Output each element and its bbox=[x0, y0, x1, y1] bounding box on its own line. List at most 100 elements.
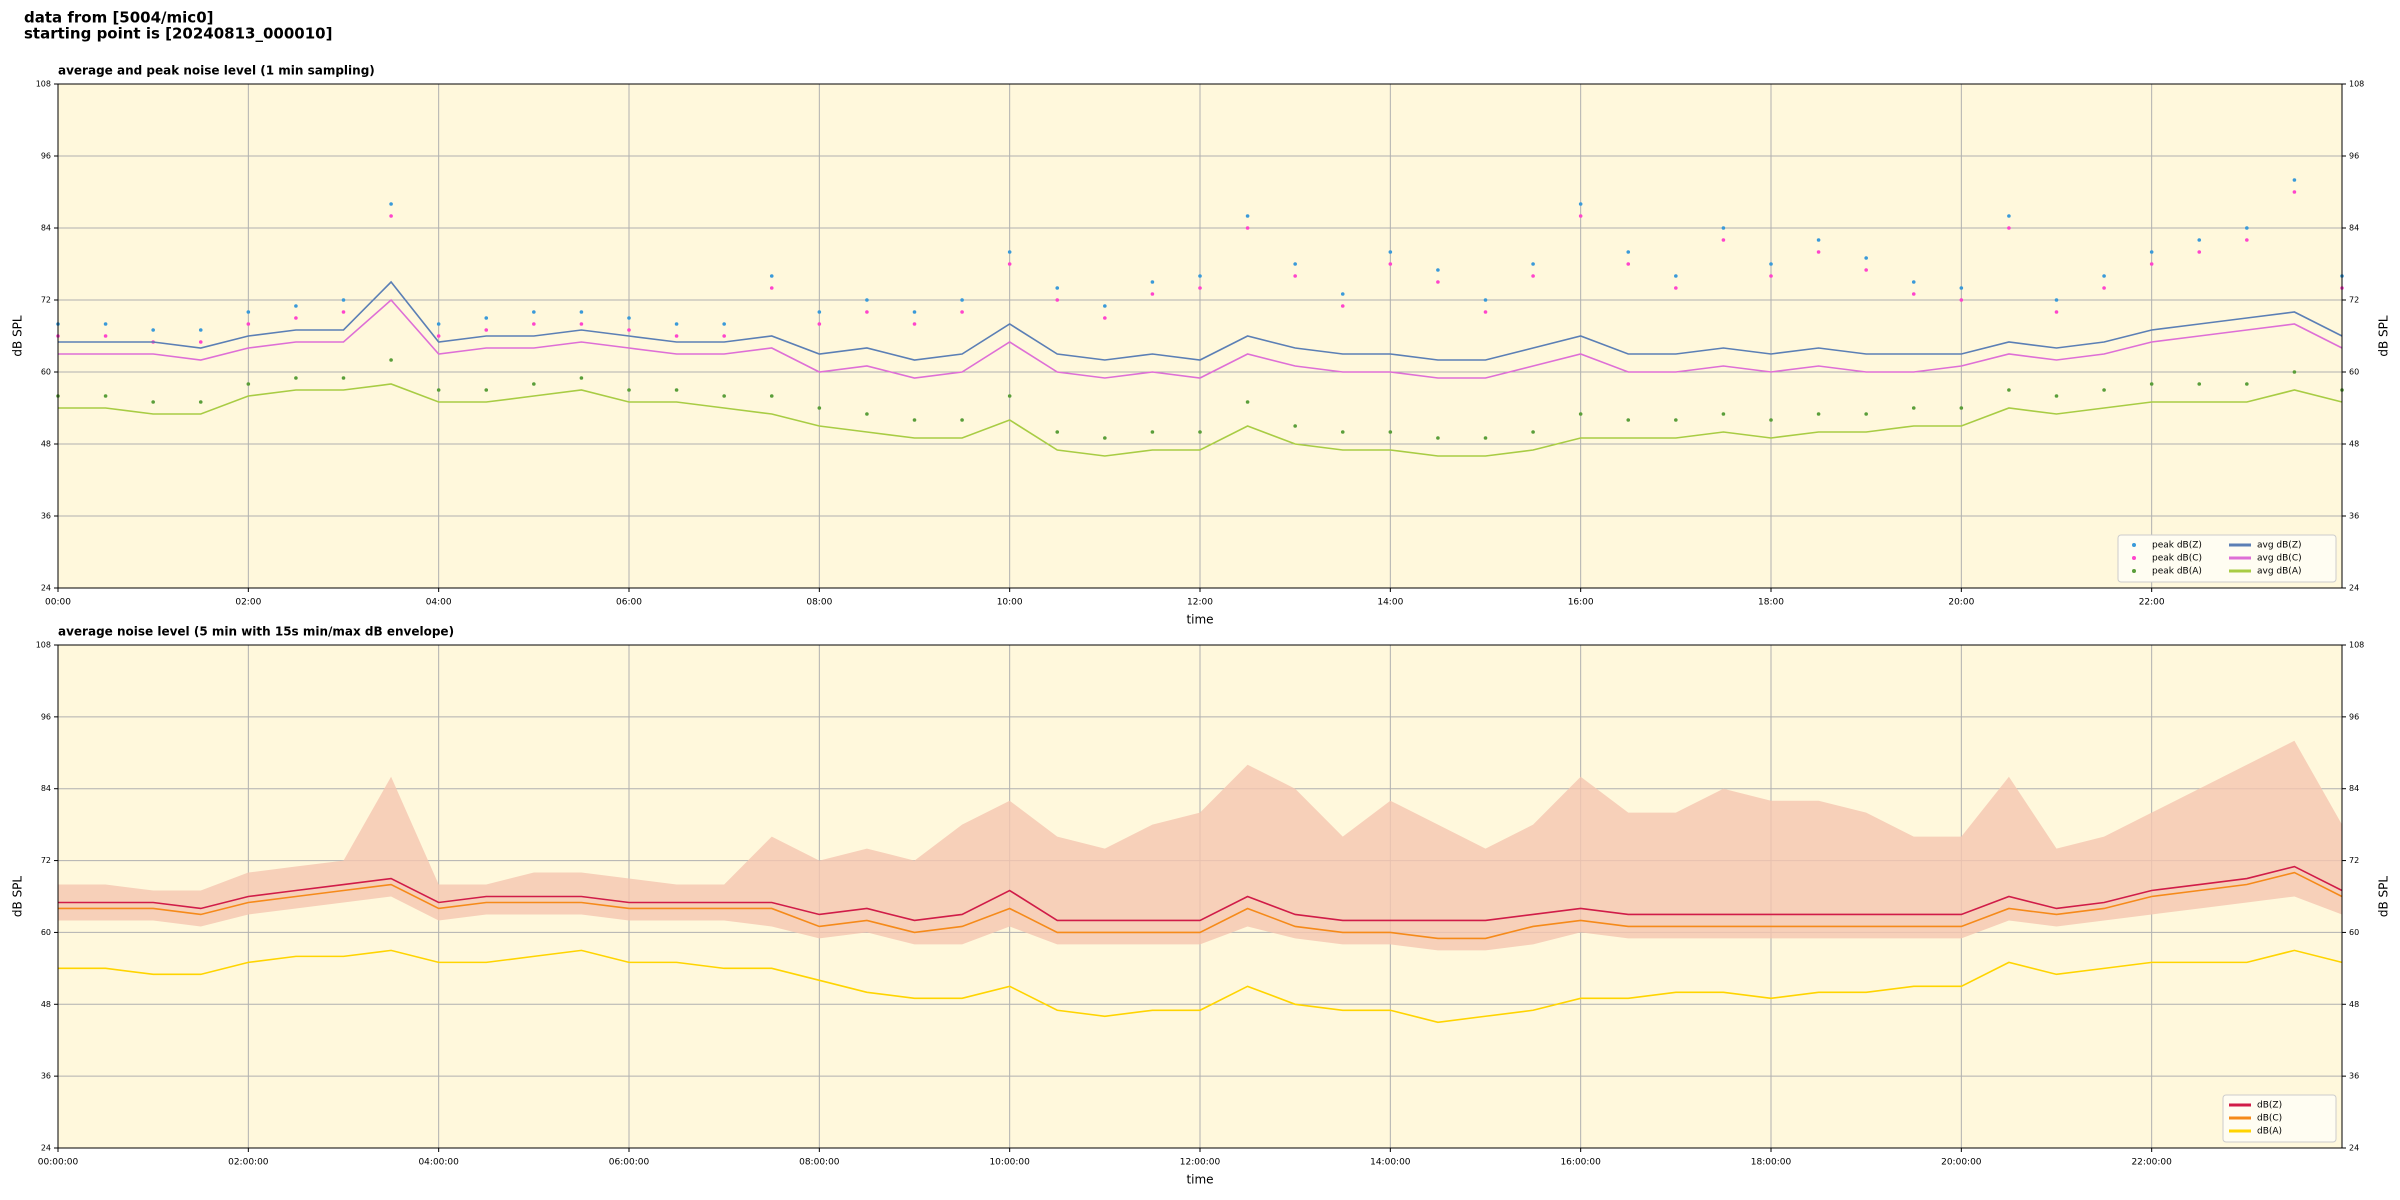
peak-marker bbox=[579, 310, 584, 314]
peak-marker bbox=[769, 274, 774, 278]
legend-label: dB(Z) bbox=[2257, 1101, 2282, 1111]
peak-marker bbox=[769, 286, 774, 290]
peak-marker bbox=[2197, 382, 2202, 386]
envelope bbox=[58, 740, 2342, 951]
peak-marker bbox=[103, 394, 108, 398]
peak-marker bbox=[1055, 286, 1060, 290]
y-tick-label: 84 bbox=[2349, 224, 2359, 233]
x-tick-label: 20:00:00 bbox=[1941, 1158, 1982, 1168]
y-tick-label: 36 bbox=[41, 512, 51, 521]
peak-marker bbox=[1911, 292, 1916, 296]
y-tick-label: 48 bbox=[2349, 440, 2359, 449]
y-tick-label: 48 bbox=[41, 440, 51, 449]
peak-marker bbox=[103, 322, 108, 326]
peak-marker bbox=[1055, 430, 1060, 434]
peak-marker bbox=[1150, 430, 1155, 434]
y-tick-label: 36 bbox=[41, 1072, 51, 1081]
peak-marker bbox=[674, 322, 679, 326]
series-line bbox=[58, 949, 2343, 1024]
peak-marker bbox=[532, 382, 536, 386]
legend-label: dB(C) bbox=[2257, 1114, 2282, 1124]
legend-label: avg dB(C) bbox=[2257, 554, 2302, 564]
x-tick-label: 20:00 bbox=[1948, 598, 1974, 608]
peak-marker bbox=[389, 202, 393, 206]
x-tick-label: 18:00:00 bbox=[1751, 1158, 1792, 1168]
peak-marker bbox=[1531, 262, 1535, 266]
x-tick-label: 16:00:00 bbox=[1560, 1158, 1601, 1168]
x-tick-label: 12:00:00 bbox=[1180, 1158, 1221, 1168]
peak-marker bbox=[2054, 394, 2059, 398]
x-axis-label: time bbox=[1186, 613, 1213, 627]
peak-marker bbox=[579, 376, 584, 380]
peak-marker bbox=[1721, 226, 1726, 230]
y-tick-label: 72 bbox=[2349, 856, 2359, 865]
x-tick-label: 10:00:00 bbox=[989, 1158, 1030, 1168]
peak-marker bbox=[1959, 286, 1964, 290]
peak-marker bbox=[1055, 298, 1060, 302]
legend-box bbox=[2117, 534, 2337, 583]
y-tick-label: 84 bbox=[41, 784, 51, 793]
y-tick-label: 72 bbox=[2349, 296, 2359, 305]
peak-marker bbox=[1103, 304, 1107, 308]
peak-marker bbox=[1864, 412, 1868, 416]
peak-marker bbox=[1388, 250, 1393, 254]
peak-marker bbox=[294, 304, 298, 308]
peak-marker bbox=[2292, 370, 2297, 374]
peak-marker bbox=[1769, 274, 1773, 278]
peak-marker bbox=[579, 322, 584, 326]
peak-marker bbox=[2149, 382, 2154, 386]
plot-frame bbox=[57, 83, 2343, 589]
peak-marker bbox=[817, 310, 822, 314]
y-tick-label: 96 bbox=[2349, 712, 2359, 721]
x-tick-label: 00:00:00 bbox=[38, 1158, 79, 1168]
peak-marker bbox=[341, 298, 346, 302]
y-tick-label: 84 bbox=[2349, 784, 2359, 793]
series-line bbox=[58, 383, 2343, 457]
peak-marker bbox=[1769, 418, 1773, 422]
legend-label: peak dB(C) bbox=[2152, 554, 2202, 564]
legend-label: peak dB(Z) bbox=[2152, 541, 2202, 551]
peak-marker bbox=[627, 328, 631, 332]
x-tick-label: 16:00 bbox=[1568, 598, 1594, 608]
peak-marker bbox=[1436, 268, 1440, 272]
peak-marker bbox=[912, 418, 917, 422]
legend-marker bbox=[2132, 569, 2136, 573]
peak-marker bbox=[1103, 316, 1107, 320]
y-axis-label: dB SPL bbox=[11, 315, 25, 357]
x-tick-label: 04:00 bbox=[426, 598, 452, 608]
peak-marker bbox=[246, 310, 251, 314]
peak-marker bbox=[198, 340, 203, 344]
peak-marker bbox=[1864, 256, 1868, 260]
x-tick-label: 22:00:00 bbox=[2131, 1158, 2172, 1168]
peak-marker bbox=[151, 400, 155, 404]
y-tick-label: 24 bbox=[2349, 584, 2359, 593]
y-tick-label: 108 bbox=[36, 80, 51, 89]
peak-marker bbox=[484, 328, 489, 332]
peak-marker bbox=[1293, 274, 1297, 278]
peak-marker bbox=[1674, 274, 1678, 278]
peak-marker bbox=[722, 334, 726, 338]
peak-marker bbox=[484, 316, 489, 320]
peak-marker bbox=[1721, 238, 1726, 242]
legend-label: avg dB(Z) bbox=[2257, 541, 2302, 551]
series-line bbox=[58, 871, 2343, 940]
x-tick-label: 08:00 bbox=[806, 598, 832, 608]
peak-marker bbox=[1007, 250, 1012, 254]
x-axis-label: time bbox=[1186, 1173, 1213, 1187]
x-tick-label: 02:00:00 bbox=[228, 1158, 269, 1168]
peak-marker bbox=[2245, 382, 2249, 386]
peak-marker bbox=[2102, 274, 2106, 278]
header-line: data from [5004/mic0] bbox=[24, 9, 214, 27]
peak-marker bbox=[960, 310, 964, 314]
peak-marker bbox=[2149, 250, 2154, 254]
peak-marker bbox=[1769, 262, 1773, 266]
peak-marker bbox=[1388, 430, 1393, 434]
y-tick-label: 108 bbox=[2349, 641, 2364, 650]
peak-marker bbox=[2197, 250, 2202, 254]
x-tick-label: 04:00:00 bbox=[418, 1158, 459, 1168]
peak-marker bbox=[1103, 436, 1107, 440]
peak-marker bbox=[1578, 412, 1583, 416]
y-tick-label: 24 bbox=[2349, 1144, 2359, 1153]
peak-marker bbox=[1816, 412, 1821, 416]
